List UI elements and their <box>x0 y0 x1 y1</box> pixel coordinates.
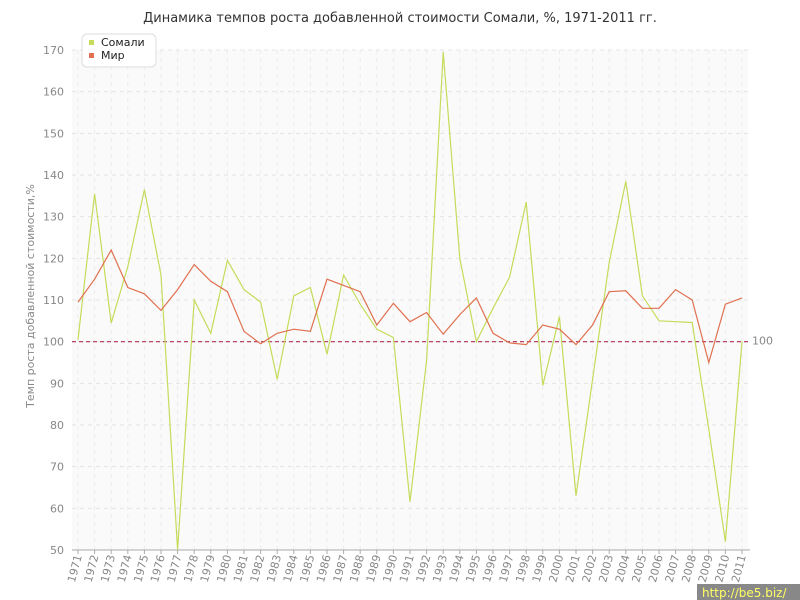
y-tick-label: 70 <box>50 461 64 474</box>
series-line-1 <box>77 248 743 365</box>
y-tick-label: 80 <box>50 419 64 432</box>
y-tick-label: 120 <box>43 252 64 265</box>
legend-box <box>81 33 157 68</box>
y-tick-label: 60 <box>50 502 64 515</box>
chart-title: Динамика темпов роста добавленной стоимо… <box>143 11 657 26</box>
series-line-0 <box>77 52 743 551</box>
x-tick-label: 2011 <box>729 553 749 583</box>
series-group <box>77 52 743 551</box>
watermark-text: http://be5.biz/ <box>702 586 787 600</box>
y-tick-label: 160 <box>43 86 64 99</box>
watermark-bg <box>697 584 800 600</box>
y-tick-label: 140 <box>43 169 64 182</box>
legend-label-0[interactable]: Сомали <box>101 36 145 49</box>
y-tick-label: 100 <box>43 336 64 349</box>
reference-line-label: 100 <box>752 335 773 348</box>
x-axis-ticks: 1971197219731974197519761977197819791980… <box>65 550 749 584</box>
y-tick-label: 170 <box>43 44 64 57</box>
y-tick-label: 130 <box>43 211 64 224</box>
grid <box>72 49 750 551</box>
y-axis-ticks: 50 60 70 80 90 100 110 120 130 140 150 160 170 <box>43 44 64 557</box>
y-tick-label: 90 <box>50 377 64 390</box>
watermark: http://be5.biz/ <box>697 584 800 600</box>
reference-line: 100 <box>72 335 773 348</box>
y-tick-label: 110 <box>43 294 64 307</box>
y-tick-label: 50 <box>50 544 64 557</box>
legend-swatch-0 <box>89 40 94 45</box>
legend-swatch-1 <box>89 53 94 58</box>
y-axis-label: Темп роста добавленной стоимости,% <box>24 184 37 409</box>
legend-label-1[interactable]: Мир <box>101 49 125 62</box>
y-tick-label: 150 <box>43 127 64 140</box>
